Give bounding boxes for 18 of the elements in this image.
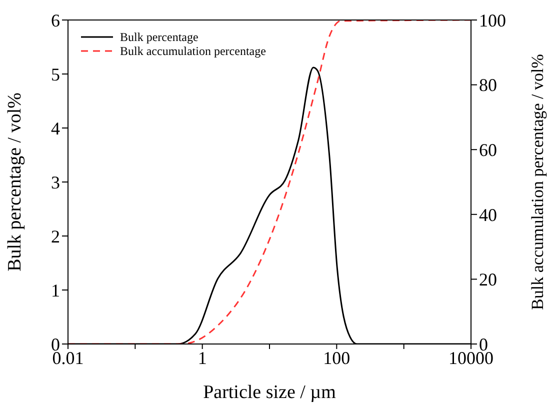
y-tick-label: 1: [51, 280, 60, 300]
legend-label: Bulk accumulation percentage: [120, 44, 266, 58]
y2-tick-label: 60: [479, 140, 497, 160]
y-tick-label: 3: [51, 172, 60, 192]
x-tick-label: 100: [323, 348, 350, 368]
legend-label: Bulk percentage: [120, 30, 198, 44]
y2-tick-label: 20: [479, 270, 497, 290]
x-tick-label: 1: [198, 348, 207, 368]
y2-tick-label: 40: [479, 204, 497, 225]
y2-tick-label: 100: [479, 10, 506, 30]
x-axis-title: Particle size / µm: [203, 382, 336, 403]
y-axis-title: Bulk percentage / vol%: [4, 92, 26, 272]
y-tick-label: 6: [51, 10, 60, 30]
y2-axis-title: Bulk accumulation percentage / vol%: [528, 54, 548, 310]
y-tick-label: 5: [51, 64, 60, 84]
y-tick-label: 4: [51, 118, 60, 138]
y2-tick-label: 80: [479, 75, 497, 96]
y-tick-label: 2: [51, 226, 60, 246]
